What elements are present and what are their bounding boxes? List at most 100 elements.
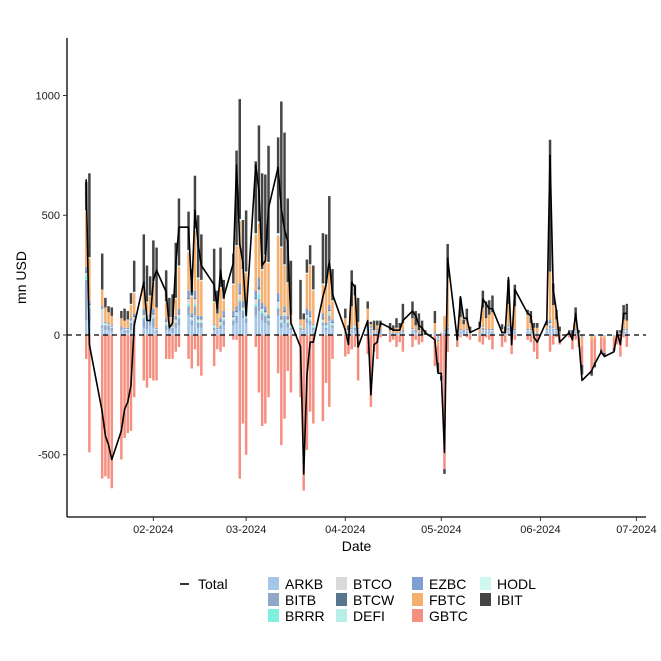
bar-ezbc-2024-05-14: [481, 325, 485, 327]
bar-fbtc-2024-04-10: [372, 330, 376, 333]
bar-btco-2024-03-20: [305, 314, 309, 318]
bar-gbtc-2024-02-02: [155, 334, 158, 381]
bar-arkb-2024-03-15: [289, 330, 293, 335]
bar-ibit-2024-03-28: [331, 269, 334, 301]
bar-ibit-2024-03-27: [328, 196, 331, 261]
bar-fbtc-2024-06-12: [574, 319, 577, 329]
bar-gbtc-2024-04-09: [369, 334, 373, 407]
bar-arkb-2024-02-20: [212, 330, 216, 335]
bar-btco-2024-03-11: [276, 301, 280, 307]
bar-gbtc-2024-03-21: [308, 334, 312, 412]
bar-ibit-2024-03-22: [312, 265, 315, 290]
bar-arkb-2024-02-06: [168, 331, 171, 335]
bar-fbtc-2024-01-11: [84, 211, 88, 267]
bar-fbtc-2024-01-29: [142, 285, 146, 309]
bar-gbtc-2024-02-06: [168, 334, 171, 359]
bar-bitb-2024-03-06: [260, 313, 264, 321]
bar-fbtc-2024-01-22: [120, 318, 123, 327]
bar-fbtc-2024-06-27: [622, 319, 625, 329]
bar-btcw-2024-03-28: [331, 321, 334, 324]
bar-ezbc-2024-06-03: [545, 328, 549, 331]
bar-gbtc-2024-03-22: [312, 334, 315, 424]
bar-arkb-2024-03-13: [283, 323, 286, 335]
bar-gbtc-2024-04-05: [356, 334, 360, 381]
bar-hodl-2024-02-16: [200, 279, 203, 282]
bar-gbtc-2024-06-25: [615, 334, 619, 345]
bar-bitb-2024-02-20: [212, 327, 216, 331]
bar-ezbc-2024-04-05: [356, 327, 360, 329]
bar-hodl-2024-03-13: [283, 264, 286, 266]
bar-gbtc-2024-06-14: [580, 345, 584, 365]
bar-bitb-2024-05-13: [478, 332, 481, 334]
bar-ezbc-2024-05-22: [507, 325, 510, 327]
bar-btco-2024-06-05: [551, 327, 555, 329]
legend-label-btco: BTCO: [353, 576, 392, 592]
bar-hodl-2024-01-26: [132, 291, 136, 294]
bar-bitb-2024-04-15: [388, 332, 392, 334]
bar-fbtc-2024-01-16: [100, 289, 104, 307]
bar-ibit-2024-03-15: [289, 260, 293, 315]
bar-arkb-2024-01-18: [107, 330, 110, 335]
bar-ibit-2024-06-13: [577, 330, 581, 333]
bar-gbtc-2024-06-11: [571, 334, 574, 350]
bar-btcw-2024-06-04: [548, 321, 552, 324]
bar-fbtc-2024-06-26: [619, 332, 622, 334]
bar-btcw-2024-01-29: [142, 313, 146, 315]
legend-swatch-hodl: [480, 577, 491, 590]
bar-fbtc-2024-06-05: [551, 305, 555, 327]
bar-bitb-2024-03-07: [264, 315, 267, 324]
bar-gbtc-2024-03-19: [302, 334, 305, 491]
bar-arkb-2024-06-28: [625, 332, 629, 335]
legend-label-ezbc: EZBC: [429, 576, 466, 592]
legend-label-gbtc: GBTC: [429, 608, 468, 624]
bar-bitb-2024-05-28: [526, 331, 529, 333]
bar-ibit-2024-06-27: [622, 305, 625, 320]
bar-fbtc-2024-01-18: [107, 312, 110, 324]
bar-fbtc-2024-03-08: [267, 263, 270, 315]
bar-ibit-2024-03-08: [267, 145, 270, 262]
bar-bitb-2024-04-03: [350, 330, 353, 332]
bar-ibit-2024-04-19: [401, 303, 405, 324]
bar-bitb-2024-06-14: [580, 336, 584, 338]
bar-brrr-2024-01-26: [132, 319, 136, 321]
bar-brrr-2024-02-20: [212, 326, 216, 328]
bar-btco-2024-04-09: [369, 327, 373, 329]
bar-ibit-2024-03-07: [264, 174, 267, 255]
bar-bitb-2024-03-26: [324, 327, 328, 331]
bar-fbtc-2024-06-20: [599, 336, 603, 338]
bar-arkb-2024-05-15: [484, 332, 488, 335]
bar-ezbc-2024-02-02: [155, 327, 158, 329]
bar-ibit-2024-04-16: [392, 325, 395, 331]
bar-bitb-2024-02-14: [193, 306, 197, 316]
bar-btcw-2024-02-16: [200, 318, 203, 320]
bar-fbtc-2024-02-02: [155, 307, 158, 328]
bar-btcw-2024-03-07: [264, 311, 267, 313]
bar-ezbc-2024-05-28: [526, 328, 529, 331]
bar-brrr-2024-02-22: [219, 324, 222, 326]
bar-brrr-2024-01-17: [104, 324, 107, 326]
bar-ibit-2024-04-11: [376, 320, 379, 326]
bar-fbtc-2024-03-28: [331, 301, 334, 320]
bar-bitb-2024-06-03: [545, 331, 549, 333]
bar-btcw-2024-02-01: [152, 313, 155, 315]
bar-arkb-2024-03-21: [308, 325, 312, 335]
bar-arkb-2024-06-05: [551, 330, 555, 335]
bar-bitb-2024-03-27: [328, 315, 331, 321]
bar-ibit-2024-06-03: [545, 320, 549, 326]
bar-bitb-2024-05-14: [481, 327, 485, 331]
bar-bitb-2024-05-07: [459, 331, 462, 333]
bar-gbtc-2024-03-05: [257, 334, 261, 393]
bar-btco-2024-01-23: [123, 328, 126, 331]
bar-bitb-2024-01-11: [84, 279, 88, 321]
bar-bitb-2024-03-11: [276, 308, 280, 316]
bar-arkb-2024-05-16: [488, 332, 491, 335]
bar-bitb-2024-03-25: [321, 323, 325, 326]
bar-gbtc-2024-02-09: [177, 334, 181, 347]
bar-gbtc-2024-02-07: [171, 334, 174, 359]
bar-arkb-2024-03-05: [257, 311, 261, 335]
bar-arkb-2024-05-01: [440, 333, 443, 335]
bar-arkb-2024-01-22: [120, 330, 123, 335]
bar-fbtc-2024-06-04: [548, 271, 552, 320]
bar-arkb-2024-03-12: [280, 327, 283, 335]
bar-ezbc-2024-06-05: [551, 326, 555, 328]
